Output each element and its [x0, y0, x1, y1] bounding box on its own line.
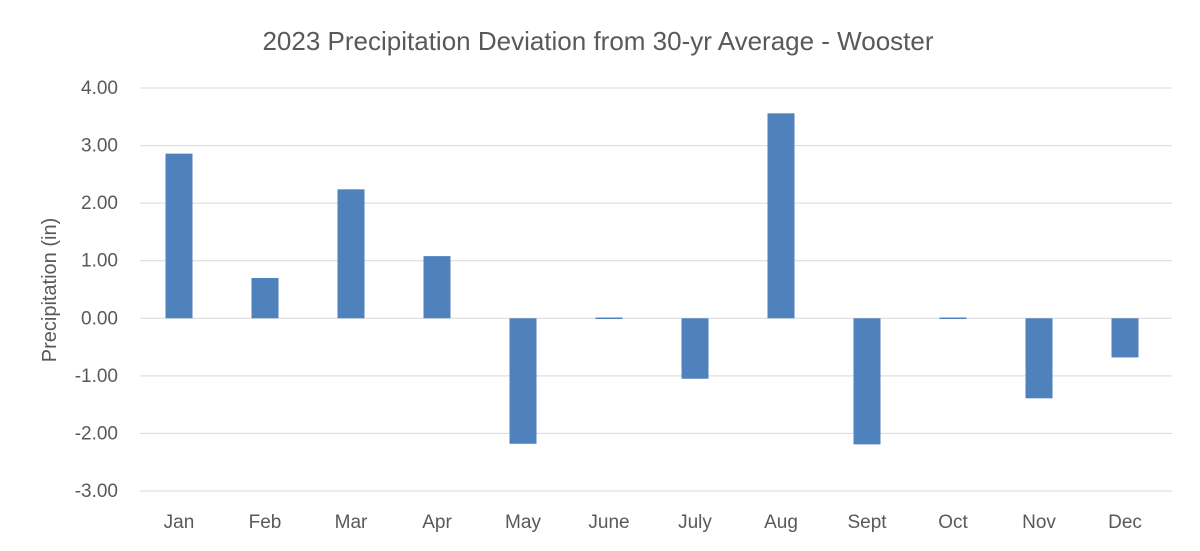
- x-tick-label: June: [588, 512, 629, 533]
- chart-title: 2023 Precipitation Deviation from 30-yr …: [262, 26, 933, 56]
- y-tick-label: -3.00: [75, 481, 118, 502]
- y-tick-label: 0.00: [81, 308, 118, 329]
- x-tick-label: Apr: [422, 512, 452, 533]
- x-axis-ticks: Jan Feb Mar Apr May June July Aug Sept Oct Nov Dec: [164, 512, 1142, 533]
- bar-nov: [1025, 318, 1053, 399]
- y-tick-label: -1.00: [75, 366, 118, 387]
- bar-mar: [337, 189, 365, 319]
- x-tick-label: May: [505, 512, 541, 533]
- bar-sept: [853, 318, 881, 445]
- bar-june: [595, 317, 623, 320]
- y-tick-label: 4.00: [81, 78, 118, 99]
- bar-feb: [251, 277, 279, 319]
- y-tick-label: 1.00: [81, 251, 118, 272]
- x-tick-label: Dec: [1108, 512, 1142, 533]
- bar-july: [681, 318, 709, 379]
- x-tick-label: Aug: [764, 512, 798, 533]
- x-tick-label: July: [678, 512, 712, 533]
- y-axis-title: Precipitation (in): [39, 218, 61, 363]
- y-axis-ticks: 4.00 3.00 2.00 1.00 0.00 -1.00 -2.00 -3.00: [75, 78, 118, 502]
- y-tick-label: -2.00: [75, 423, 118, 444]
- bar-aug: [767, 113, 795, 319]
- bars: [165, 113, 1139, 445]
- bar-apr: [423, 256, 451, 319]
- bar-oct: [939, 317, 967, 320]
- bar-may: [509, 318, 537, 444]
- x-tick-label: Oct: [938, 512, 968, 533]
- x-tick-label: Mar: [335, 512, 368, 533]
- x-tick-label: Sept: [847, 512, 887, 533]
- x-tick-label: Feb: [249, 512, 282, 533]
- y-tick-label: 3.00: [81, 136, 118, 157]
- y-tick-label: 2.00: [81, 193, 118, 214]
- bar-jan: [165, 153, 193, 319]
- x-tick-label: Jan: [164, 512, 195, 533]
- bar-dec: [1111, 318, 1139, 358]
- x-tick-label: Nov: [1022, 512, 1056, 533]
- gridlines: [140, 87, 1172, 492]
